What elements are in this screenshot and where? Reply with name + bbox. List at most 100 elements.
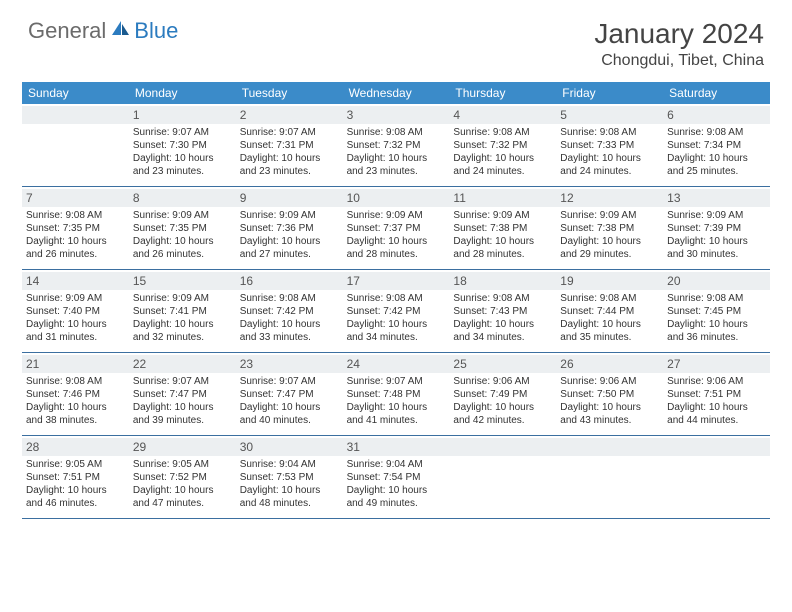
day-number: 17 xyxy=(343,272,450,290)
day-number: 6 xyxy=(663,106,770,124)
day-info-line: Sunset: 7:31 PM xyxy=(240,139,339,152)
day-info-line: Sunrise: 9:09 AM xyxy=(26,292,125,305)
day-cell: 2Sunrise: 9:07 AMSunset: 7:31 PMDaylight… xyxy=(236,104,343,186)
day-info-line: Sunset: 7:32 PM xyxy=(347,139,446,152)
day-info-line: and 27 minutes. xyxy=(240,248,339,261)
day-info-line: Daylight: 10 hours xyxy=(667,318,766,331)
empty-day-number xyxy=(22,106,129,124)
day-info-line: Sunrise: 9:09 AM xyxy=(347,209,446,222)
day-info-line: Sunrise: 9:07 AM xyxy=(240,126,339,139)
month-title: January 2024 xyxy=(594,18,764,50)
day-info: Sunrise: 9:04 AMSunset: 7:53 PMDaylight:… xyxy=(240,458,339,510)
day-cell: 11Sunrise: 9:09 AMSunset: 7:38 PMDayligh… xyxy=(449,187,556,269)
day-info-line: and 34 minutes. xyxy=(347,331,446,344)
day-info-line: and 42 minutes. xyxy=(453,414,552,427)
day-info-line: Sunset: 7:41 PM xyxy=(133,305,232,318)
day-number: 12 xyxy=(556,189,663,207)
day-info-line: Daylight: 10 hours xyxy=(133,401,232,414)
day-info-line: and 24 minutes. xyxy=(453,165,552,178)
day-number: 1 xyxy=(129,106,236,124)
week-row: 14Sunrise: 9:09 AMSunset: 7:40 PMDayligh… xyxy=(22,270,770,353)
day-info: Sunrise: 9:06 AMSunset: 7:49 PMDaylight:… xyxy=(453,375,552,427)
day-info-line: Daylight: 10 hours xyxy=(453,318,552,331)
day-info-line: Sunset: 7:44 PM xyxy=(560,305,659,318)
day-info-line: Daylight: 10 hours xyxy=(453,401,552,414)
day-cell: 29Sunrise: 9:05 AMSunset: 7:52 PMDayligh… xyxy=(129,436,236,518)
day-info-line: Daylight: 10 hours xyxy=(133,318,232,331)
day-info-line: Sunrise: 9:08 AM xyxy=(347,292,446,305)
day-info: Sunrise: 9:06 AMSunset: 7:51 PMDaylight:… xyxy=(667,375,766,427)
day-info: Sunrise: 9:07 AMSunset: 7:31 PMDaylight:… xyxy=(240,126,339,178)
day-number: 7 xyxy=(22,189,129,207)
day-info-line: Daylight: 10 hours xyxy=(560,235,659,248)
day-cell: 4Sunrise: 9:08 AMSunset: 7:32 PMDaylight… xyxy=(449,104,556,186)
day-info: Sunrise: 9:07 AMSunset: 7:47 PMDaylight:… xyxy=(240,375,339,427)
day-info-line: and 28 minutes. xyxy=(347,248,446,261)
day-info-line: Daylight: 10 hours xyxy=(560,152,659,165)
header: General Blue January 2024 Chongdui, Tibe… xyxy=(0,0,792,76)
day-cell: 25Sunrise: 9:06 AMSunset: 7:49 PMDayligh… xyxy=(449,353,556,435)
day-info-line: Sunrise: 9:09 AM xyxy=(240,209,339,222)
day-info-line: Sunrise: 9:09 AM xyxy=(560,209,659,222)
day-cell: 13Sunrise: 9:09 AMSunset: 7:39 PMDayligh… xyxy=(663,187,770,269)
day-info: Sunrise: 9:08 AMSunset: 7:35 PMDaylight:… xyxy=(26,209,125,261)
day-number: 13 xyxy=(663,189,770,207)
day-info-line: Sunset: 7:53 PM xyxy=(240,471,339,484)
day-info-line: Sunrise: 9:07 AM xyxy=(240,375,339,388)
day-info: Sunrise: 9:08 AMSunset: 7:44 PMDaylight:… xyxy=(560,292,659,344)
day-info-line: Daylight: 10 hours xyxy=(240,235,339,248)
day-info-line: Daylight: 10 hours xyxy=(240,484,339,497)
day-number: 21 xyxy=(22,355,129,373)
day-info: Sunrise: 9:07 AMSunset: 7:30 PMDaylight:… xyxy=(133,126,232,178)
day-info: Sunrise: 9:09 AMSunset: 7:41 PMDaylight:… xyxy=(133,292,232,344)
day-info: Sunrise: 9:06 AMSunset: 7:50 PMDaylight:… xyxy=(560,375,659,427)
day-info-line: Sunrise: 9:08 AM xyxy=(560,126,659,139)
day-info-line: Daylight: 10 hours xyxy=(26,401,125,414)
day-info-line: and 40 minutes. xyxy=(240,414,339,427)
day-header: Monday xyxy=(129,82,236,104)
day-info: Sunrise: 9:07 AMSunset: 7:47 PMDaylight:… xyxy=(133,375,232,427)
day-cell: 24Sunrise: 9:07 AMSunset: 7:48 PMDayligh… xyxy=(343,353,450,435)
day-info-line: Sunrise: 9:07 AM xyxy=(133,126,232,139)
day-number: 27 xyxy=(663,355,770,373)
day-info-line: Daylight: 10 hours xyxy=(453,235,552,248)
day-cell: 6Sunrise: 9:08 AMSunset: 7:34 PMDaylight… xyxy=(663,104,770,186)
day-cell xyxy=(449,436,556,518)
day-info-line: Sunrise: 9:08 AM xyxy=(667,292,766,305)
day-header: Wednesday xyxy=(343,82,450,104)
day-number: 28 xyxy=(22,438,129,456)
day-info: Sunrise: 9:08 AMSunset: 7:32 PMDaylight:… xyxy=(453,126,552,178)
day-info-line: and 30 minutes. xyxy=(667,248,766,261)
day-header: Friday xyxy=(556,82,663,104)
day-info-line: Sunrise: 9:08 AM xyxy=(26,375,125,388)
day-info-line: Sunset: 7:45 PM xyxy=(667,305,766,318)
day-info-line: Sunrise: 9:07 AM xyxy=(347,375,446,388)
day-info-line: and 28 minutes. xyxy=(453,248,552,261)
day-number: 5 xyxy=(556,106,663,124)
day-cell: 26Sunrise: 9:06 AMSunset: 7:50 PMDayligh… xyxy=(556,353,663,435)
day-info-line: Sunset: 7:38 PM xyxy=(453,222,552,235)
day-number: 11 xyxy=(449,189,556,207)
day-info-line: and 41 minutes. xyxy=(347,414,446,427)
day-info-line: Daylight: 10 hours xyxy=(667,401,766,414)
day-info-line: Daylight: 10 hours xyxy=(133,152,232,165)
day-info: Sunrise: 9:09 AMSunset: 7:40 PMDaylight:… xyxy=(26,292,125,344)
day-info-line: and 35 minutes. xyxy=(560,331,659,344)
day-info-line: and 38 minutes. xyxy=(26,414,125,427)
day-info-line: Sunrise: 9:09 AM xyxy=(133,209,232,222)
day-info-line: Daylight: 10 hours xyxy=(667,235,766,248)
day-info: Sunrise: 9:07 AMSunset: 7:48 PMDaylight:… xyxy=(347,375,446,427)
week-row: 28Sunrise: 9:05 AMSunset: 7:51 PMDayligh… xyxy=(22,436,770,519)
day-cell: 10Sunrise: 9:09 AMSunset: 7:37 PMDayligh… xyxy=(343,187,450,269)
day-info-line: Sunset: 7:33 PM xyxy=(560,139,659,152)
day-info-line: Daylight: 10 hours xyxy=(453,152,552,165)
day-info-line: Daylight: 10 hours xyxy=(560,318,659,331)
day-number: 29 xyxy=(129,438,236,456)
day-number: 9 xyxy=(236,189,343,207)
day-info-line: Sunrise: 9:09 AM xyxy=(667,209,766,222)
day-number: 3 xyxy=(343,106,450,124)
day-info-line: Sunrise: 9:08 AM xyxy=(560,292,659,305)
day-info-line: Sunrise: 9:05 AM xyxy=(133,458,232,471)
day-number: 19 xyxy=(556,272,663,290)
day-info-line: Sunset: 7:52 PM xyxy=(133,471,232,484)
